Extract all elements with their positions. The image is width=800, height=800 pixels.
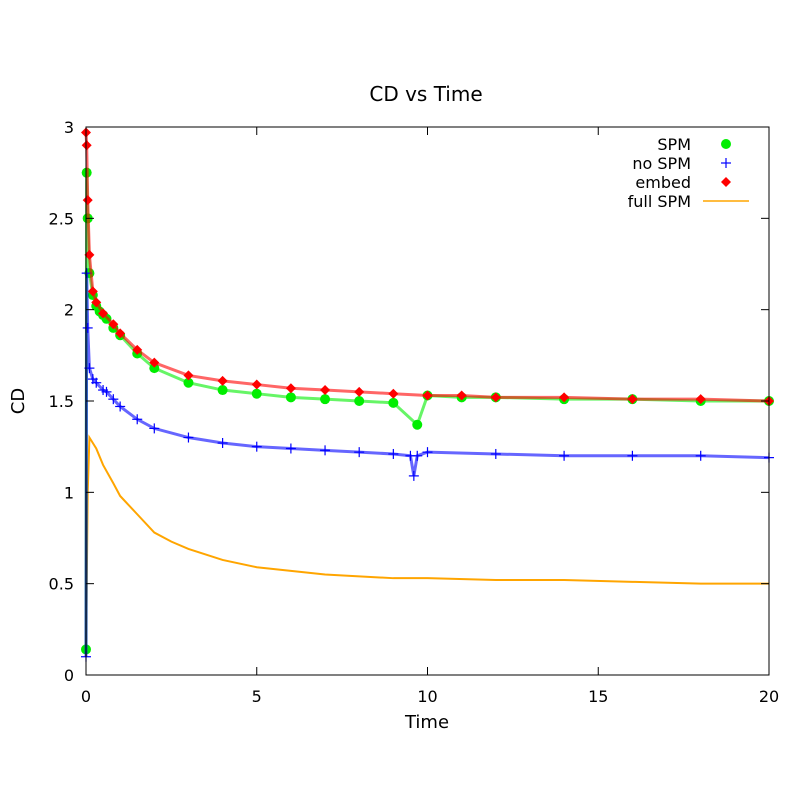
data-point [251, 388, 262, 399]
data-point [115, 401, 126, 412]
x-axis-label: Time [404, 712, 449, 733]
x-tick-label: 10 [417, 687, 437, 706]
y-axis-label: CD [8, 388, 29, 414]
data-point [627, 450, 638, 461]
data-point [132, 414, 143, 425]
legend-label: no SPM [632, 154, 691, 173]
data-point [91, 297, 102, 308]
data-point [456, 390, 467, 401]
data-point [84, 249, 95, 260]
y-tick-label: 1 [64, 483, 74, 502]
data-point [91, 377, 102, 388]
data-point [101, 386, 112, 397]
series-no-spm [81, 268, 774, 662]
series-trace [84, 273, 770, 657]
legend-swatch [721, 139, 731, 149]
legend-swatch [721, 177, 731, 187]
data-point [108, 319, 119, 330]
data-point [251, 379, 262, 390]
x-tick-label: 0 [81, 687, 91, 706]
data-point [695, 394, 706, 405]
data-point [149, 363, 160, 374]
legend-swatch [721, 158, 731, 168]
data-point [388, 448, 399, 459]
data-point [320, 394, 331, 405]
series-layer [81, 127, 774, 662]
data-point [285, 392, 296, 403]
data-point [183, 370, 194, 381]
data-point [354, 386, 365, 397]
legend-label: embed [635, 173, 691, 192]
data-point [81, 140, 92, 151]
x-axis: 0 5 10 15 20 [81, 127, 779, 706]
y-axis: 0 0.5 1 1.5 2 2.5 3 [49, 118, 769, 685]
plot-area [81, 126, 774, 676]
series-line [85, 434, 769, 657]
data-point [285, 383, 296, 394]
data-point [627, 394, 638, 405]
y-tick-label: 0 [64, 666, 74, 685]
data-point [82, 322, 93, 333]
data-point [354, 396, 365, 406]
data-point [490, 448, 501, 459]
data-point [115, 328, 126, 339]
y-tick-label: 1.5 [49, 392, 74, 411]
chart-title: CD vs Time [369, 82, 482, 106]
data-point [388, 388, 399, 399]
data-point [87, 286, 98, 297]
y-tick-label: 2 [64, 301, 74, 320]
x-tick-label: 20 [759, 687, 779, 706]
data-point [408, 470, 419, 481]
data-point [251, 441, 262, 452]
data-point [132, 344, 143, 355]
y-tick-label: 2.5 [49, 209, 74, 228]
data-point [149, 423, 160, 434]
data-point [217, 438, 228, 449]
y-tick-label: 0.5 [49, 575, 74, 594]
legend-label: SPM [657, 135, 691, 154]
y-tick-label: 3 [64, 118, 74, 137]
data-point [149, 357, 160, 368]
data-point [320, 385, 331, 396]
data-point [320, 445, 331, 456]
data-point [412, 450, 423, 461]
data-point [217, 375, 228, 386]
data-point [98, 308, 109, 319]
series-embed [81, 127, 774, 406]
data-point [354, 447, 365, 458]
data-point [285, 443, 296, 454]
data-point [422, 447, 433, 458]
data-point [490, 392, 501, 403]
x-tick-label: 5 [252, 687, 262, 706]
series-full-spm [85, 434, 769, 657]
data-point [412, 419, 423, 430]
data-point [108, 394, 119, 405]
data-point [559, 450, 570, 461]
legend-label: full SPM [628, 192, 691, 211]
data-point [217, 385, 228, 396]
x-tick-label: 15 [588, 687, 608, 706]
data-point [695, 450, 706, 461]
data-point [183, 432, 194, 443]
data-point [559, 392, 570, 403]
data-point [183, 377, 194, 388]
data-point [82, 195, 93, 206]
data-point [422, 390, 433, 401]
data-point [388, 397, 399, 408]
